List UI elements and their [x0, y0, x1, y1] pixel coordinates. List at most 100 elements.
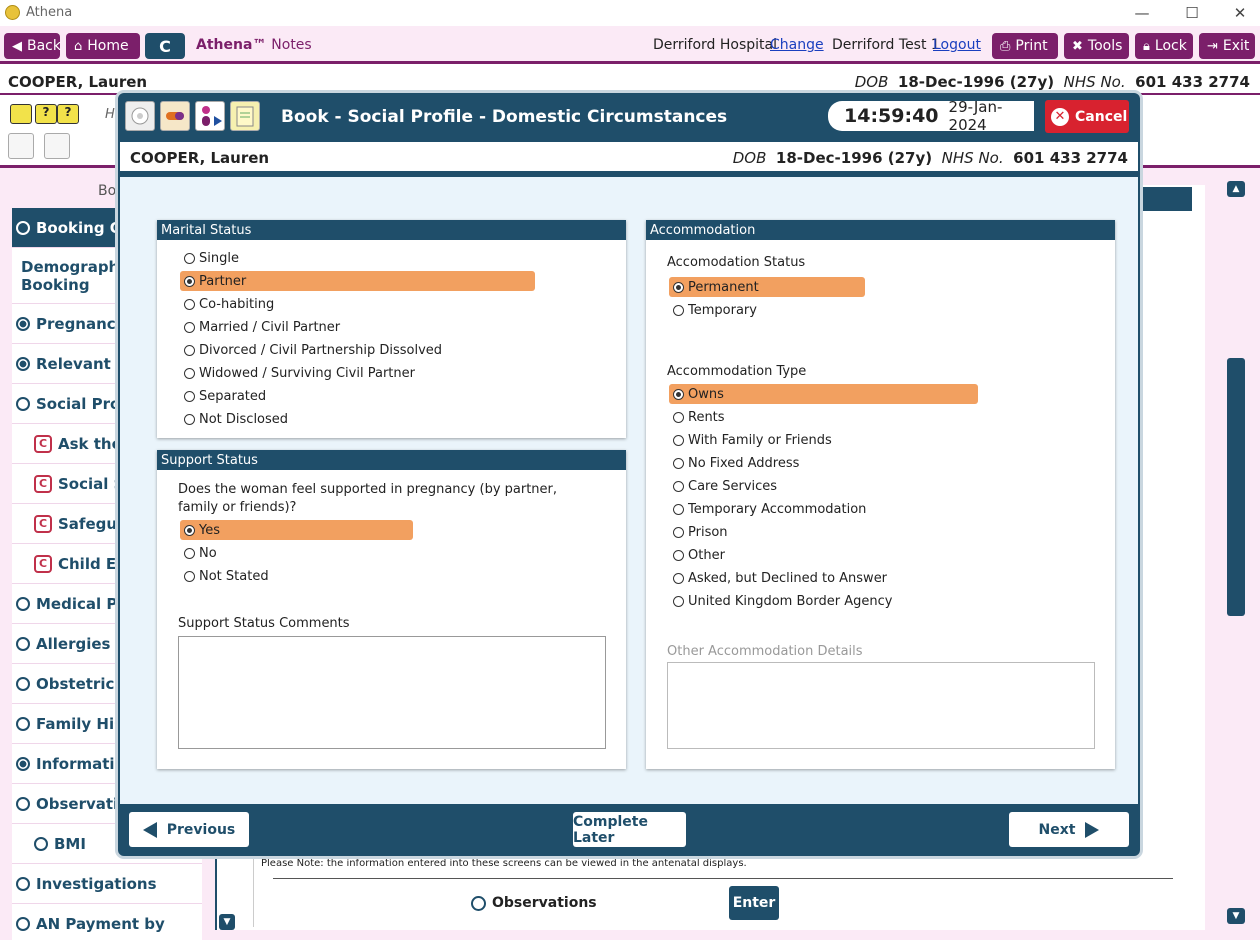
dialog-patient-name: COOPER, Lauren [130, 149, 270, 167]
nhs-label: NHS No. [1063, 73, 1126, 91]
accommodation-type-option-label: Rents [688, 409, 725, 425]
settings-flower-icon[interactable] [8, 133, 34, 159]
marital-status-option-label: Not Disclosed [199, 411, 289, 427]
person-play-icon[interactable] [195, 101, 225, 131]
flag-icon[interactable] [10, 104, 32, 124]
marital-status-option[interactable]: Married / Civil Partner [180, 317, 535, 337]
dialog-patient-banner [120, 142, 1138, 174]
support-status-header: Support Status [157, 450, 626, 470]
medication-pill-icon[interactable] [44, 133, 70, 159]
marital-status-option[interactable]: Co-habiting [180, 294, 535, 314]
accommodation-type-radio[interactable] [673, 457, 684, 469]
print-button[interactable]: ⎙ Print [992, 33, 1058, 59]
next-button[interactable]: Next [1009, 812, 1129, 847]
support-status-radio[interactable] [184, 570, 195, 582]
accommodation-type-option[interactable]: Other [669, 545, 978, 565]
support-status-option[interactable]: Not Stated [180, 566, 413, 586]
marital-status-option[interactable]: Divorced / Civil Partnership Dissolved [180, 340, 535, 360]
accommodation-status-option[interactable]: Temporary [669, 300, 865, 320]
marital-status-option[interactable]: Partner [180, 271, 535, 291]
scroll-down-icon[interactable]: ▼ [1227, 908, 1245, 924]
marital-status-radio[interactable] [184, 275, 195, 287]
change-link[interactable]: Change [770, 37, 824, 53]
accommodation-type-option[interactable]: Rents [669, 407, 978, 427]
scroll-up-icon[interactable]: ▲ [1227, 181, 1245, 197]
help-icon[interactable]: ? [35, 104, 57, 124]
accommodation-type-radio[interactable] [673, 434, 684, 446]
maximize-button[interactable]: ☐ [1185, 4, 1199, 22]
accommodation-type-radio[interactable] [673, 572, 684, 584]
observations-option[interactable]: Observations [471, 895, 597, 911]
accommodation-status-radio[interactable] [673, 304, 684, 316]
accommodation-type-option[interactable]: Care Services [669, 476, 978, 496]
medication-pill-icon[interactable] [160, 101, 190, 131]
sidebar-item[interactable]: AN Payment by [12, 904, 202, 940]
tools-button[interactable]: ✖ Tools [1064, 33, 1129, 59]
c-button[interactable]: C [145, 33, 185, 59]
note-divider [273, 878, 1173, 879]
accommodation-type-radio[interactable] [673, 503, 684, 515]
support-status-radio[interactable] [184, 547, 195, 559]
accommodation-status-label: Accomodation Status [667, 255, 806, 270]
accommodation-type-option-label: Prison [688, 524, 728, 540]
support-status-option[interactable]: No [180, 543, 413, 563]
accommodation-type-radio[interactable] [673, 549, 684, 561]
accommodation-status-option[interactable]: Permanent [669, 277, 865, 297]
marital-status-option-label: Co-habiting [199, 296, 275, 312]
minimize-button[interactable]: — [1134, 4, 1150, 22]
support-status-option-label: Yes [199, 522, 220, 538]
close-window-button[interactable]: ✕ [1233, 4, 1247, 22]
notes-notepad-icon[interactable] [230, 101, 260, 131]
accommodation-type-radio[interactable] [673, 595, 684, 607]
marital-status-option[interactable]: Separated [180, 386, 535, 406]
marital-status-option[interactable]: Not Disclosed [180, 409, 535, 429]
support-status-radio[interactable] [184, 524, 195, 536]
accommodation-header: Accommodation [646, 220, 1115, 240]
sidebar-item-label: Information [36, 754, 136, 773]
marital-status-radio[interactable] [184, 413, 195, 425]
accommodation-type-option[interactable]: No Fixed Address [669, 453, 978, 473]
logout-link[interactable]: Logout [933, 37, 981, 53]
scrollbar-thumb[interactable] [1227, 358, 1245, 616]
lock-button[interactable]: 🔒︎ Lock [1135, 33, 1193, 59]
other-accommodation-field[interactable] [667, 662, 1095, 749]
previous-label: Previous [166, 821, 236, 838]
sidebar-scroll-down-icon[interactable]: ▼ [219, 914, 235, 930]
marital-status-option-label: Divorced / Civil Partnership Dissolved [199, 342, 443, 358]
back-button[interactable]: ◀ Back [4, 33, 61, 59]
marital-status-option[interactable]: Single [180, 248, 535, 268]
marital-status-radio[interactable] [184, 390, 195, 402]
marital-status-radio[interactable] [184, 367, 195, 379]
status-radio-icon [16, 396, 30, 411]
accommodation-status-radio[interactable] [673, 281, 684, 293]
home-button[interactable]: ⌂ Home [66, 33, 140, 59]
person-play-icon[interactable] [80, 133, 106, 159]
accommodation-type-option[interactable]: Owns [669, 384, 978, 404]
settings-flower-icon[interactable] [125, 101, 155, 131]
accommodation-type-radio[interactable] [673, 480, 684, 492]
support-comments-field[interactable] [178, 636, 606, 749]
accommodation-type-option[interactable]: Temporary Accommodation [669, 499, 978, 519]
enter-button[interactable]: Enter [729, 886, 779, 920]
sidebar-item[interactable]: Investigations [12, 864, 202, 904]
accommodation-type-option[interactable]: Asked, but Declined to Answer [669, 568, 978, 588]
exit-button[interactable]: ⇥ Exit [1199, 33, 1255, 59]
accommodation-type-option[interactable]: United Kingdom Border Agency [669, 591, 978, 611]
accommodation-type-option[interactable]: Prison [669, 522, 978, 542]
observations-radio[interactable] [471, 895, 486, 911]
support-status-option[interactable]: Yes [180, 520, 413, 540]
accommodation-status-option-label: Temporary [688, 302, 757, 318]
previous-button[interactable]: Previous [129, 812, 249, 847]
help-alt-icon[interactable]: ? [57, 104, 79, 124]
marital-status-radio[interactable] [184, 344, 195, 356]
accommodation-type-radio[interactable] [673, 411, 684, 423]
marital-status-option[interactable]: Widowed / Surviving Civil Partner [180, 363, 535, 383]
cancel-button[interactable]: ✕ Cancel [1045, 100, 1129, 133]
accommodation-type-radio[interactable] [673, 526, 684, 538]
marital-status-radio[interactable] [184, 298, 195, 310]
complete-later-button[interactable]: Complete Later [573, 812, 686, 847]
accommodation-type-option[interactable]: With Family or Friends [669, 430, 978, 450]
marital-status-radio[interactable] [184, 252, 195, 264]
marital-status-radio[interactable] [184, 321, 195, 333]
accommodation-type-radio[interactable] [673, 388, 684, 400]
